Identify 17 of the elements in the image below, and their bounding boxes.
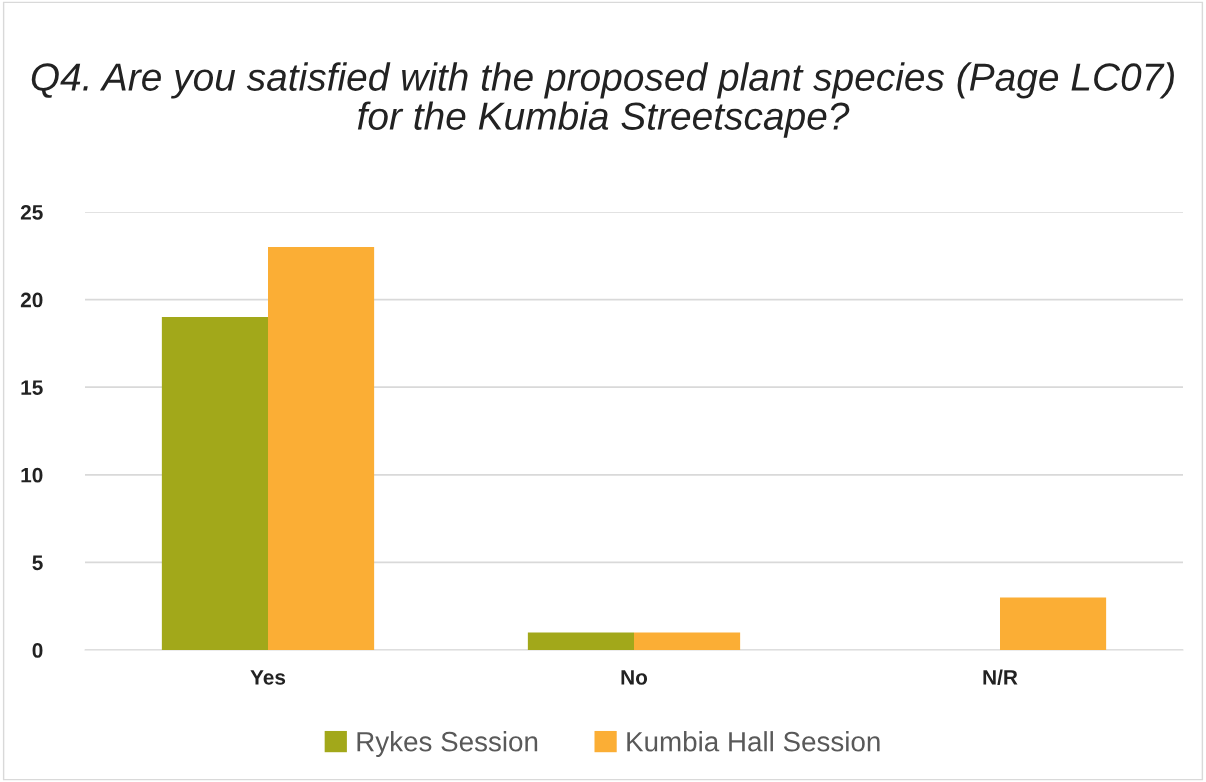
legend-label: Kumbia Hall Session xyxy=(627,731,880,752)
y-tick-label: 15 xyxy=(21,380,43,395)
y-tick-label: 25 xyxy=(20,205,43,220)
bar xyxy=(1000,597,1107,650)
y-tick-label: 20 xyxy=(20,292,43,308)
bar xyxy=(527,632,634,650)
y-tick-label: 0 xyxy=(32,643,43,658)
x-tick-label: Yes xyxy=(250,670,286,685)
chart-title: Q4. Are you satisfied with the proposed plant species (Page LC07) for the Kumbia Streetscape? xyxy=(31,62,1174,138)
bar xyxy=(634,632,741,650)
bar xyxy=(268,247,375,650)
x-tick-label: No xyxy=(621,670,648,685)
bar xyxy=(161,317,268,650)
x-tick-label: N/R xyxy=(983,669,1018,685)
y-tick-label: 5 xyxy=(32,555,43,571)
legend-label: Rykes Session xyxy=(357,731,538,757)
y-tick-label: 10 xyxy=(21,467,43,483)
